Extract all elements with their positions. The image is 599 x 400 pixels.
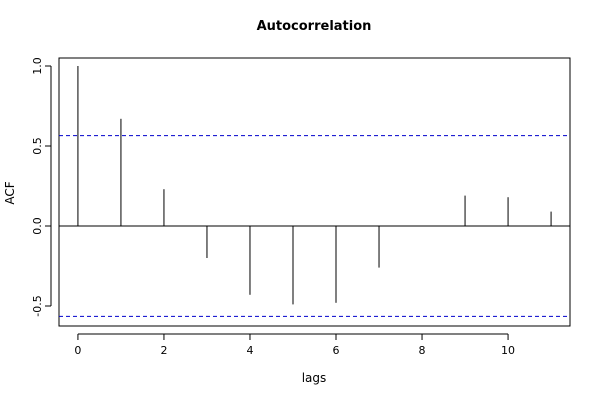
x-axis-label: lags (302, 371, 327, 385)
y-tick-label: 0.0 (31, 217, 44, 235)
x-tick-label: 10 (501, 344, 515, 357)
chart-title: Autocorrelation (257, 19, 372, 34)
y-tick-label: -0.5 (31, 295, 44, 316)
x-tick-label: 0 (74, 344, 81, 357)
y-tick-label: 1.0 (31, 57, 44, 75)
y-axis-label: ACF (3, 181, 17, 204)
y-tick-label: 0.5 (31, 137, 44, 155)
x-tick-label: 8 (419, 344, 426, 357)
x-tick-label: 6 (333, 344, 340, 357)
x-tick-label: 2 (160, 344, 167, 357)
plot-frame (58, 57, 571, 327)
x-tick-label: 4 (246, 344, 253, 357)
plot-marks: 0 2 4 6 8 10 -0.5 0.0 0.5 1.0 (31, 57, 570, 357)
